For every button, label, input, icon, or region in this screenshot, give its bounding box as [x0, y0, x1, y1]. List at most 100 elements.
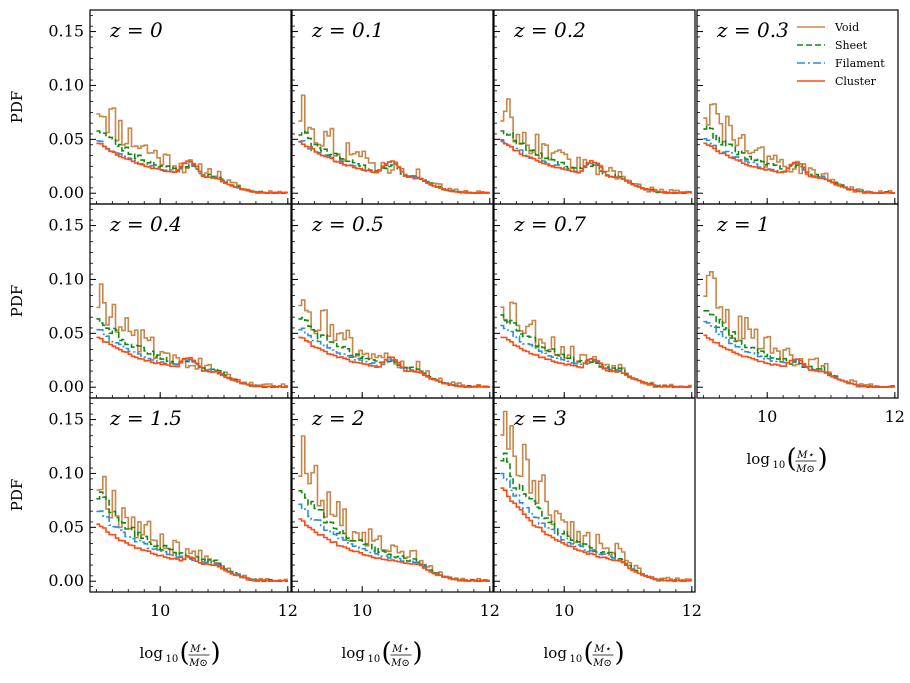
series-cluster	[298, 518, 490, 582]
x-tick-label: 12	[682, 601, 702, 620]
y-axis-title: PDF	[8, 91, 26, 124]
y-tick-label: 0.10	[48, 269, 84, 288]
series-cluster	[96, 336, 288, 388]
panel-label: z = 0.1	[311, 18, 384, 42]
series-cluster	[96, 523, 288, 582]
legend: Void Sheet Filament Cluster	[797, 21, 885, 88]
x-axis-title: log 10(M⋆ M⊙)	[342, 638, 423, 669]
panel-label: z = 0.3	[716, 18, 789, 42]
panel-6: z = 0.7	[493, 203, 696, 399]
panel-label: z = 1.5	[109, 406, 182, 430]
series-void	[298, 299, 490, 388]
y-tick-label: 0.00	[48, 377, 84, 396]
panel-0: 0.00 0.05 0.10 0.15 z = 0 PDF	[8, 9, 292, 205]
y-tick-label: 0.10	[48, 75, 84, 94]
series-void	[703, 271, 895, 388]
x-axis-title-log: log	[544, 644, 568, 662]
series-sheet	[96, 318, 288, 388]
panel-frame	[89, 397, 292, 593]
series-void	[96, 283, 288, 388]
y-tick-label: 0.00	[48, 183, 84, 202]
series-cluster	[703, 142, 895, 194]
y-axis-title: PDF	[8, 285, 26, 318]
series-cluster	[703, 334, 895, 388]
panel-label: z = 3	[513, 406, 567, 430]
series-void	[703, 103, 895, 194]
panel-2: z = 0.2	[493, 9, 696, 205]
paren-close: )	[615, 638, 625, 668]
legend-label-void: Void	[834, 21, 859, 34]
series-filament	[96, 510, 288, 582]
panels-group: 0.00 0.05 0.10 0.15 z = 0 PDF z = 0.1 z = 0.2 z …	[8, 9, 905, 669]
x-axis-title: log 10(M⋆ M⊙)	[747, 444, 828, 475]
x-tick-label: 10	[554, 601, 574, 620]
x-tick-label: 12	[480, 601, 500, 620]
paren-open: (	[787, 444, 797, 474]
x-axis-title-log: log	[140, 644, 164, 662]
panel-1: z = 0.1	[291, 9, 494, 205]
y-tick-label: 0.10	[48, 463, 84, 482]
panel-7: z = 1 10 12 log 10(M⋆M⊙)	[696, 203, 905, 475]
panel-5: z = 0.5	[291, 203, 494, 399]
y-tick-label: 0.15	[48, 216, 84, 235]
x-tick-label: 10	[352, 601, 372, 620]
y-axis-title: PDF	[8, 479, 26, 512]
x-tick-label: 12	[278, 601, 298, 620]
x-axis-title-log: log	[342, 644, 366, 662]
series-cluster	[500, 140, 692, 194]
y-tick-label: 0.05	[48, 129, 84, 148]
x-axis-title-denominator: M⊙	[188, 658, 208, 669]
x-axis-title-denominator: M⊙	[390, 658, 410, 669]
paren-close: )	[413, 638, 423, 668]
x-axis-title-numerator: M⋆	[593, 644, 611, 655]
legend-label-cluster: Cluster	[835, 75, 877, 88]
panel-label: z = 0.2	[513, 18, 586, 42]
x-axis-title-numerator: M⋆	[391, 644, 409, 655]
x-tick-label: 12	[885, 407, 905, 426]
x-axis-title-sub: 10	[368, 654, 381, 665]
x-axis-title-denominator: M⊙	[592, 658, 612, 669]
series-void	[500, 301, 692, 388]
x-tick-label: 10	[757, 407, 777, 426]
paren-close: )	[818, 444, 828, 474]
panel-label: z = 0	[109, 18, 163, 42]
panel-label: z = 1	[716, 212, 770, 236]
panel-label: z = 0.5	[311, 212, 384, 236]
series-void	[500, 98, 692, 194]
panel-label: z = 0.4	[109, 212, 182, 236]
panel-3: z = 0.3	[696, 9, 899, 205]
series-void	[96, 107, 288, 194]
x-axis-title: log 10(M⋆ M⊙)	[140, 638, 221, 669]
x-axis-title-numerator: M⋆	[796, 450, 814, 461]
x-axis-title-sub: 10	[570, 654, 583, 665]
x-axis-title-log: log	[747, 450, 771, 468]
panel-label: z = 2	[311, 406, 365, 430]
series-filament	[500, 472, 692, 582]
x-axis-title: log 10(M⋆ M⊙)	[544, 638, 625, 669]
y-tick-label: 0.05	[48, 517, 84, 536]
series-cluster	[298, 140, 490, 194]
x-axis-title-sub: 10	[773, 460, 786, 471]
paren-open: (	[584, 638, 594, 668]
y-tick-label: 0.15	[48, 410, 84, 429]
y-tick-label: 0.00	[48, 571, 84, 590]
panel-label: z = 0.7	[513, 212, 586, 236]
panel-frame	[696, 203, 899, 399]
series-sheet	[703, 310, 895, 388]
y-tick-label: 0.15	[48, 22, 84, 41]
series-void	[298, 94, 490, 194]
series-cluster	[298, 336, 490, 388]
paren-open: (	[180, 638, 190, 668]
legend-label-sheet: Sheet	[835, 39, 868, 52]
series-void	[298, 435, 490, 582]
series-cluster	[500, 336, 692, 388]
x-axis-title-numerator: M⋆	[189, 644, 207, 655]
panel-frame	[493, 397, 696, 593]
y-tick-label: 0.05	[48, 323, 84, 342]
series-cluster	[500, 487, 692, 582]
panel-frame	[291, 397, 494, 593]
